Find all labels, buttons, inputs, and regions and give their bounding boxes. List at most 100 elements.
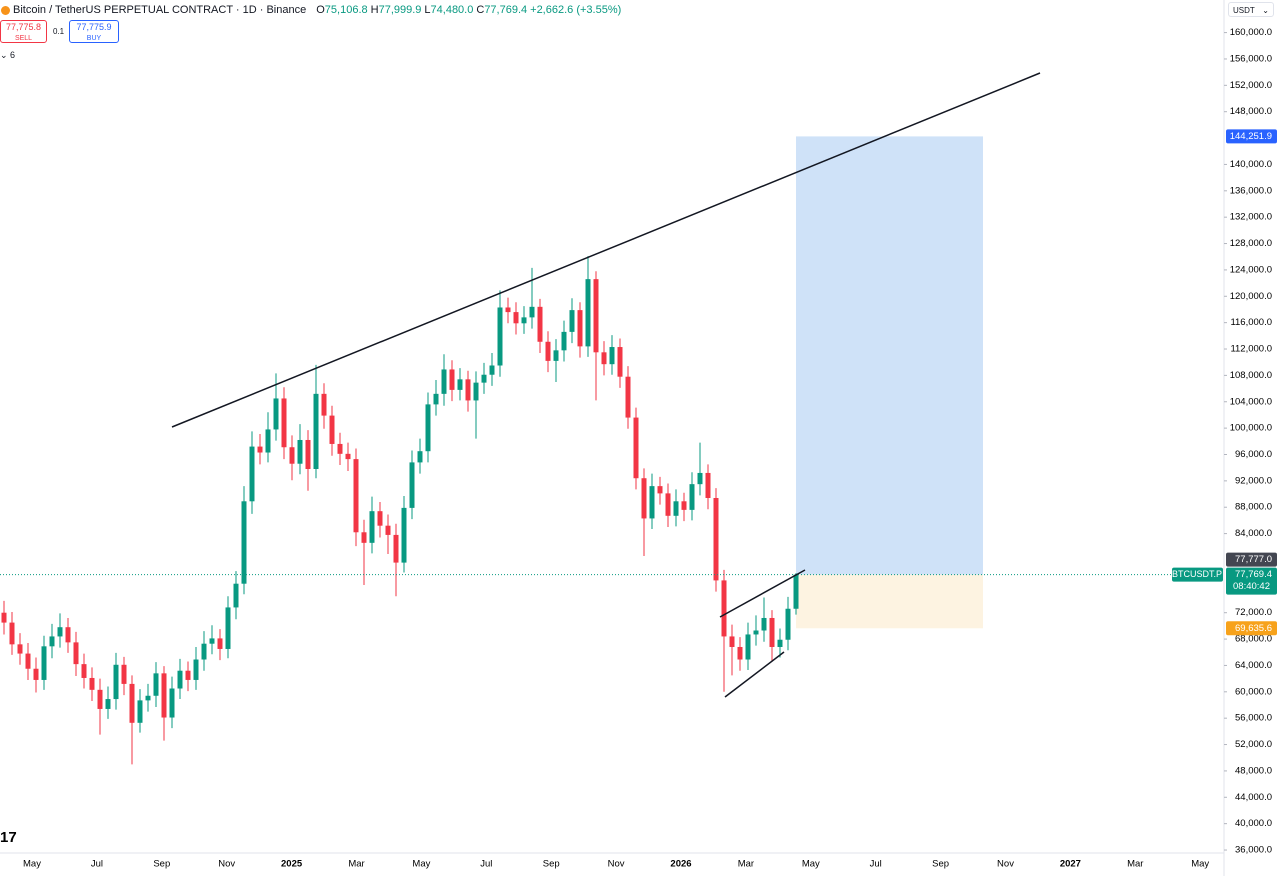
candle-body <box>41 646 47 680</box>
price-tag-label: 77,769.4 <box>1235 569 1272 580</box>
open-label: O <box>316 4 325 16</box>
candle-body <box>425 404 431 452</box>
candle-body <box>481 374 487 383</box>
candle-body <box>145 695 151 701</box>
candle-body <box>585 279 591 347</box>
candle-body <box>577 310 583 347</box>
currency-select[interactable]: USDT ⌄ <box>1228 2 1274 17</box>
candle-body <box>465 379 471 401</box>
price-tag <box>1226 552 1277 567</box>
candle-body <box>345 453 351 460</box>
candle-body <box>457 379 463 390</box>
candle-body <box>209 638 215 644</box>
candle-body <box>401 507 407 563</box>
candle-body <box>89 677 95 690</box>
candle-body <box>393 534 399 563</box>
candle-body <box>9 622 15 645</box>
candle-body <box>297 439 303 464</box>
candle-body <box>337 443 343 454</box>
candle-body <box>721 580 727 637</box>
symbol[interactable]: Bitcoin / TetherUS PERPETUAL CONTRACT · … <box>13 4 307 16</box>
candle-body <box>489 365 495 375</box>
candle-body <box>73 642 79 665</box>
logo: 17 <box>0 829 17 846</box>
candle-body <box>417 451 423 463</box>
y-tick-label: 100,000.0 <box>1230 423 1272 434</box>
y-tick-label: 136,000.0 <box>1230 185 1272 196</box>
candle-body <box>249 446 255 502</box>
loss-zone <box>796 574 983 629</box>
symbol-icon <box>1 5 10 15</box>
candle-body <box>385 525 391 535</box>
y-tick-label: 40,000.0 <box>1235 818 1272 829</box>
candle-body <box>17 644 23 654</box>
high-label: H <box>370 4 379 16</box>
y-tick-label: 112,000.0 <box>1230 344 1272 355</box>
candle-body <box>441 369 447 394</box>
candle-body <box>313 393 319 469</box>
buy-price: 77,775.9 <box>76 22 112 32</box>
sell-label: SELL <box>14 35 33 42</box>
candle-body <box>97 689 103 709</box>
trend-line <box>724 651 785 698</box>
candle-body <box>1 612 7 623</box>
candle-body <box>265 429 271 453</box>
candle-body <box>433 393 439 405</box>
candle-body <box>785 608 791 640</box>
candle-body <box>33 668 39 680</box>
candle-body <box>529 306 535 318</box>
y-tick-label: 152,000.0 <box>1230 80 1272 91</box>
candle-body <box>601 352 607 365</box>
x-tick-label: Jul <box>480 859 492 870</box>
y-tick-label: 124,000.0 <box>1230 264 1272 275</box>
candle-body <box>137 700 143 723</box>
trend-line <box>171 72 1041 428</box>
candle-body <box>617 347 623 377</box>
candle-body <box>641 478 647 519</box>
x-tick-label: May <box>23 859 41 870</box>
candle-body <box>273 398 279 430</box>
symbol-tag <box>1172 567 1223 582</box>
buy-button[interactable]: 77,775.9 BUY <box>69 20 119 43</box>
candle-body <box>777 639 783 647</box>
candle-body <box>793 574 799 609</box>
indicators-toggle[interactable]: ⌄ 6 <box>0 50 16 60</box>
candle-body <box>561 331 567 351</box>
candle-body <box>545 341 551 361</box>
candle-body <box>625 376 631 418</box>
y-tick-label: 56,000.0 <box>1235 713 1272 724</box>
sell-button[interactable]: 77,775.8 SELL <box>0 20 47 43</box>
x-tick-label: 2027 <box>1060 859 1081 870</box>
candle-body <box>169 688 175 718</box>
candle-body <box>113 664 119 700</box>
candle-body <box>81 664 87 678</box>
profit-zone <box>796 136 983 575</box>
candle-body <box>657 486 663 494</box>
x-tick-label: Sep <box>153 859 170 870</box>
candle-body <box>241 501 247 584</box>
currency: USDT <box>1233 6 1255 15</box>
candle-body <box>553 350 559 361</box>
candle-body <box>289 447 295 464</box>
candle-body <box>377 511 383 526</box>
trend-line <box>719 569 806 618</box>
candle-body <box>753 630 759 635</box>
quantity[interactable]: 0.1 <box>53 27 65 36</box>
candle-body <box>537 306 543 342</box>
candle-body <box>745 634 751 660</box>
candle-body <box>281 398 287 448</box>
candle-body <box>409 462 415 508</box>
y-tick-label: 148,000.0 <box>1230 106 1272 117</box>
y-tick-label: 96,000.0 <box>1235 449 1272 460</box>
candle-body <box>193 659 199 680</box>
price-tag-label: 144,251.9 <box>1230 131 1272 142</box>
candle-body <box>353 459 359 533</box>
x-tick-label: Sep <box>932 859 949 870</box>
candle-body <box>161 673 167 718</box>
y-tick-label: 140,000.0 <box>1230 159 1272 170</box>
x-tick-label: 2025 <box>281 859 303 870</box>
price-tag-label: 69,635.6 <box>1235 623 1272 634</box>
candle-body <box>505 307 511 313</box>
candle-body <box>329 415 335 444</box>
candle-body <box>121 664 127 684</box>
